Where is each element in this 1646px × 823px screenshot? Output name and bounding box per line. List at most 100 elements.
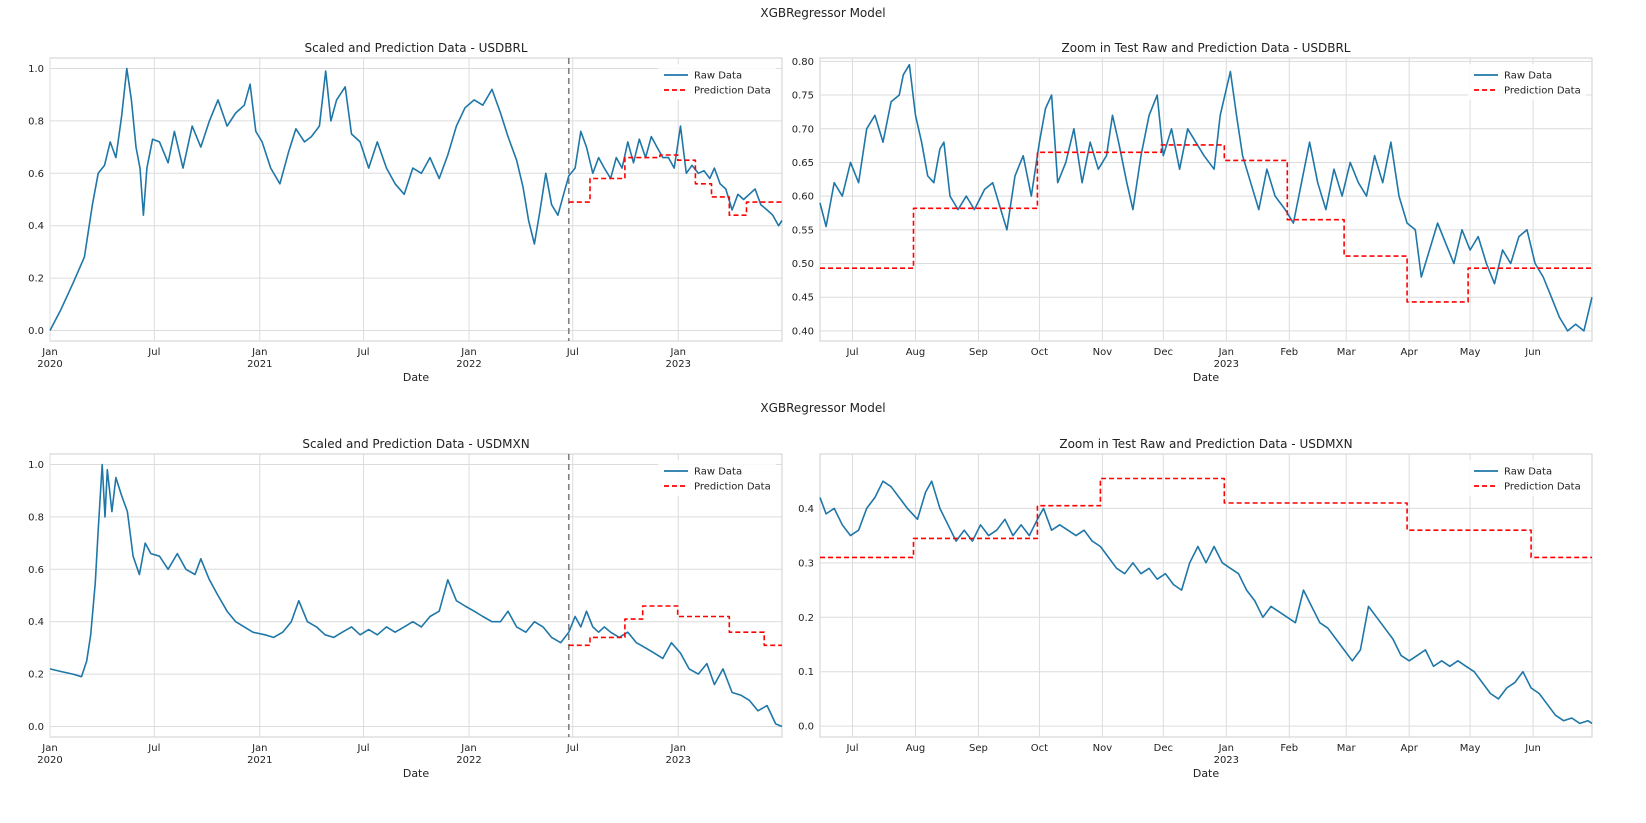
x-axis-label: Date	[403, 767, 430, 780]
y-tick-label: 0.6	[28, 169, 44, 180]
x-tick-label: Jul	[566, 743, 579, 754]
y-tick-label: 0.6	[28, 565, 44, 576]
legend-box	[658, 460, 776, 496]
x-tick-label: Jan	[251, 743, 267, 754]
legend-box	[658, 64, 776, 100]
y-tick-label: 0.1	[798, 667, 814, 678]
x-tick-label: Feb	[1280, 347, 1298, 358]
legend: Raw Data Prediction Data	[658, 460, 776, 496]
plot-area	[49, 453, 783, 738]
legend: Raw Data Prediction Data	[658, 64, 776, 100]
y-tick-label: 0.2	[798, 613, 814, 624]
x-tick-year-label: 2023	[666, 359, 691, 370]
y-tick-label: 0.80	[792, 57, 814, 68]
x-axis-label: Date	[403, 371, 430, 384]
x-tick-year-label: 2023	[666, 755, 691, 766]
legend-label-raw-data: Raw Data	[1504, 71, 1552, 82]
chart-title: Zoom in Test Raw and Prediction Data - U…	[1059, 437, 1352, 451]
y-tick-label: 0.2	[28, 670, 44, 681]
x-tick-year-label: 2021	[247, 359, 272, 370]
chart-usdmxn-scaled: Scaled and Prediction Data - USDMXN 0.0 0.…	[28, 437, 783, 780]
y-tick-label: 0.75	[792, 91, 814, 102]
x-tick-label: Apr	[1401, 347, 1419, 358]
legend-label-raw-data: Raw Data	[1504, 467, 1552, 478]
y-tick-label: 0.65	[792, 158, 814, 169]
legend-label-prediction-data: Prediction Data	[694, 86, 771, 97]
figure-title-top: XGBRegressor Model	[760, 6, 886, 20]
y-tick-label: 0.3	[798, 558, 814, 569]
x-tick-label: Jan	[460, 347, 476, 358]
x-tick-label: Oct	[1031, 743, 1048, 754]
y-tick-label: 0.8	[28, 116, 44, 127]
y-tick-label: 0.50	[792, 259, 814, 270]
series-line-prediction-data	[568, 605, 782, 647]
x-axis-label: Date	[1193, 767, 1220, 780]
legend: Raw Data Prediction Data	[1468, 460, 1586, 496]
x-tick-label: May	[1460, 347, 1481, 358]
y-tick-label: 0.0	[798, 722, 814, 733]
x-tick-label: Aug	[906, 743, 926, 754]
series-line-prediction-data	[568, 154, 782, 216]
legend-label-prediction-data: Prediction Data	[1504, 86, 1581, 97]
x-tick-label: Jul	[357, 743, 370, 754]
legend-box	[1468, 460, 1586, 496]
x-tick-label: Aug	[906, 347, 926, 358]
y-tick-label: 0.40	[792, 326, 814, 337]
x-tick-label: Oct	[1031, 347, 1048, 358]
y-tick-label: 0.4	[28, 221, 44, 232]
x-tick-label: Jul	[566, 347, 579, 358]
chart-usdmxn-zoom: Zoom in Test Raw and Prediction Data - U…	[798, 437, 1593, 780]
series-line-raw-data	[49, 67, 783, 331]
x-tick-label: Jul	[357, 347, 370, 358]
x-tick-label: Jun	[1524, 347, 1541, 358]
y-tick-label: 1.0	[28, 460, 44, 471]
x-tick-label: Jul	[845, 347, 858, 358]
legend-label-prediction-data: Prediction Data	[694, 482, 771, 493]
x-tick-label: Jun	[1524, 743, 1541, 754]
legend: Raw Data Prediction Data	[1468, 64, 1586, 100]
x-tick-label: May	[1460, 743, 1481, 754]
series-line-raw-data	[819, 480, 1593, 725]
series-line-prediction-data	[820, 144, 1592, 303]
x-tick-label: Dec	[1154, 743, 1173, 754]
x-tick-label: Sep	[969, 347, 988, 358]
x-tick-label: Jan	[1218, 743, 1234, 754]
x-tick-label: Sep	[969, 743, 988, 754]
y-tick-label: 0.45	[792, 293, 814, 304]
x-tick-year-label: 2023	[1214, 755, 1239, 766]
x-tick-label: Jan	[1218, 347, 1234, 358]
x-tick-year-label: 2022	[456, 755, 481, 766]
x-tick-label: Jan	[41, 743, 57, 754]
chart-title: Zoom in Test Raw and Prediction Data - U…	[1062, 41, 1351, 55]
x-tick-label: Apr	[1401, 743, 1419, 754]
x-tick-label: Dec	[1154, 347, 1173, 358]
x-tick-year-label: 2021	[247, 755, 272, 766]
y-tick-label: 0.0	[28, 722, 44, 733]
y-tick-label: 0.4	[28, 617, 44, 628]
chart-title: Scaled and Prediction Data - USDMXN	[302, 437, 529, 451]
y-tick-label: 1.0	[28, 64, 44, 75]
plot-area	[49, 57, 783, 342]
y-tick-label: 0.55	[792, 225, 814, 236]
legend-label-raw-data: Raw Data	[694, 71, 742, 82]
figure-title-bottom: XGBRegressor Model	[760, 401, 886, 415]
legend-label-prediction-data: Prediction Data	[1504, 482, 1581, 493]
x-tick-label: Mar	[1337, 743, 1357, 754]
x-axis-label: Date	[1193, 371, 1220, 384]
chart-title: Scaled and Prediction Data - USDBRL	[304, 41, 527, 55]
x-tick-label: Nov	[1093, 347, 1113, 358]
x-tick-label: Feb	[1280, 743, 1298, 754]
y-tick-label: 0.60	[792, 192, 814, 203]
plot-area	[819, 57, 1593, 342]
x-tick-label: Jul	[147, 347, 160, 358]
x-tick-label: Nov	[1093, 743, 1113, 754]
x-tick-label: Mar	[1337, 347, 1357, 358]
x-tick-label: Jan	[670, 347, 686, 358]
legend-box	[1468, 64, 1586, 100]
x-tick-label: Jan	[41, 347, 57, 358]
x-tick-label: Jan	[251, 347, 267, 358]
plot-area	[819, 453, 1593, 738]
x-tick-label: Jan	[460, 743, 476, 754]
chart-usdbrl-zoom: Zoom in Test Raw and Prediction Data - U…	[792, 41, 1593, 384]
